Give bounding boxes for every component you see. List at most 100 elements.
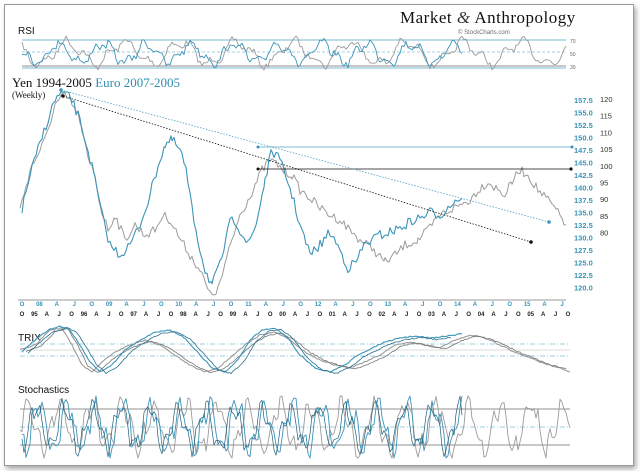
x-tick-euro: O [298,302,303,308]
x-tick-euro: 09 [106,302,113,308]
brand-logo: Market & Anthropology [400,8,576,28]
x-tick-yen: J [107,312,110,318]
euro-title: Euro 2007-2005 [95,75,181,90]
x-tick-euro: J [212,302,215,308]
x-tick-yen: O [119,312,124,318]
x-tick-yen: A [342,312,347,318]
yen-resistance-start-dot [256,167,260,171]
euro-axis-tick: 142.5 [574,171,593,180]
x-tick-euro: 15 [524,302,531,308]
x-tick-yen: 98 [180,312,187,318]
x-tick-euro: J [351,302,354,308]
x-tick-yen: 99 [230,312,237,318]
x-tick-euro: J [421,302,424,308]
x-tick-euro: O [229,302,234,308]
yen-axis-tick: 115 [600,112,612,121]
x-tick-euro: J [282,302,285,308]
x-tick-euro: A [55,302,60,308]
euro-axis-tick: 120.0 [574,284,593,293]
x-tick-yen: A [293,312,298,318]
x-tick-yen: A [392,312,397,318]
x-tick-yen: A [45,312,50,318]
stockcharts-credit: © StockCharts.com [458,30,510,36]
yen-axis-tick: 90 [600,195,608,204]
euro-axis-tick: 130.0 [574,234,593,243]
x-tick-yen: J [405,312,408,318]
x-tick-euro: 11 [245,302,252,308]
euro-axis-tick: 125.0 [574,259,593,268]
x-tick-euro: A [264,302,269,308]
x-tick-yen: O [69,312,74,318]
yen-axis-tick: 100 [600,162,613,171]
rsi-tick-30: 30 [570,65,576,71]
x-tick-yen: J [256,312,259,318]
yen-axis-tick: 80 [600,229,608,238]
x-tick-yen: O [516,312,521,318]
x-tick-yen: J [455,312,458,318]
euro-axis-tick: 145.0 [574,159,593,168]
euro-axis-tick: 150.0 [574,134,593,143]
trix-euro-signal-line [27,326,452,375]
x-tick-yen: A [94,312,99,318]
x-tick-yen: A [194,312,199,318]
x-tick-euro: O [159,302,164,308]
yen-axis-tick: 85 [600,212,608,221]
x-tick-euro: O [368,302,373,308]
stoch-euro-signal-line [21,395,463,458]
euro-axis-tick: 122.5 [574,271,593,280]
price-title: Yen 1994-2005 Euro 2007-2005 [12,75,180,91]
yen-trend-start-dot [61,94,65,98]
x-tick-yen: O [417,312,422,318]
x-tick-euro: O [507,302,512,308]
x-tick-yen: J [504,312,507,318]
x-tick-yen: 05 [527,312,534,318]
yen-axis-tick: 120 [600,95,613,104]
x-tick-yen: O [20,312,25,318]
euro-trend-end-dot [547,220,551,224]
x-tick-yen: O [218,312,223,318]
euro-trendline [60,89,550,223]
rsi-label: RSI [18,26,35,37]
euro-axis-tick: 155.0 [574,109,593,118]
yen-axis-tick: 105 [600,145,613,154]
euro-axis-tick: 152.5 [574,121,593,130]
euro-axis-tick: 127.5 [574,246,593,255]
x-tick-euro: J [142,302,145,308]
x-tick-yen: 95 [31,312,38,318]
yen-price-line [19,92,567,296]
x-tick-euro: A [124,302,129,308]
euro-trend-start-dot [59,88,63,92]
x-tick-euro: J [560,302,563,308]
x-tick-yen: A [541,312,546,318]
x-tick-yen: J [355,312,358,318]
x-tick-euro: 08 [36,302,43,308]
x-tick-yen: O [268,312,273,318]
x-tick-yen: O [367,312,372,318]
yen-trend-end-dot [529,240,533,244]
x-tick-euro: J [73,302,76,308]
x-tick-yen: 01 [329,312,336,318]
x-tick-yen: 00 [279,312,286,318]
x-tick-yen: J [206,312,209,318]
x-tick-yen: A [243,312,248,318]
x-tick-yen: J [58,312,61,318]
euro-axis-tick: 135.0 [574,209,593,218]
stochastics-label: Stochastics [18,385,70,396]
euro-axis-tick: 157.5 [574,96,593,105]
x-tick-yen: 04 [478,312,485,318]
trix-yen-signal-line [25,328,567,373]
euro-axis-tick: 137.5 [574,196,593,205]
rsi-tick-50: 50 [570,52,576,58]
x-tick-yen: O [317,312,322,318]
x-tick-yen: A [491,312,496,318]
x-tick-euro: A [473,302,478,308]
weekly-label: (Weekly) [12,90,46,100]
x-tick-yen: O [466,312,471,318]
yen-trendline [62,95,532,243]
x-tick-euro: 10 [175,302,182,308]
x-tick-yen: 02 [379,312,386,318]
euro-price-line [21,91,463,285]
x-tick-yen: J [554,312,557,318]
x-tick-yen: A [144,312,149,318]
